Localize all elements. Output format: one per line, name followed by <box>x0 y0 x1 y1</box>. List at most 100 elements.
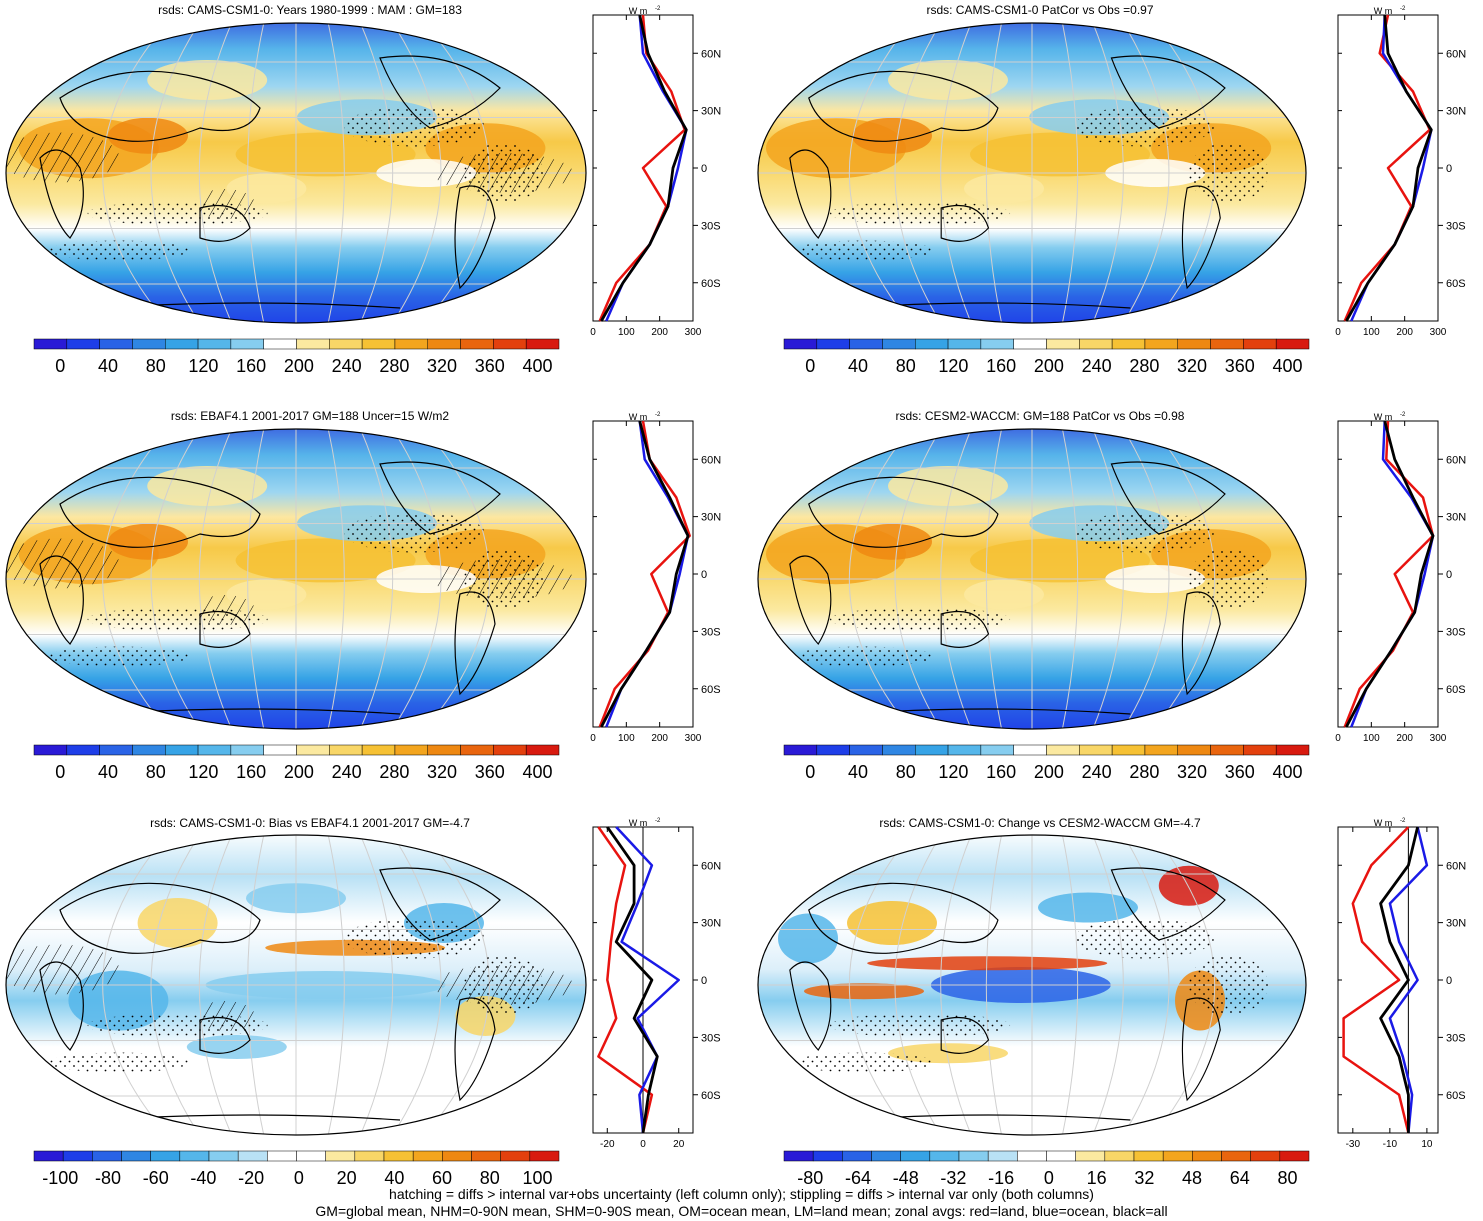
colorbar-swatch <box>132 744 166 756</box>
colorbar-swatch <box>849 744 883 756</box>
colorbar-swatch <box>165 338 199 350</box>
colorbar-swatch <box>197 338 232 350</box>
colorbar-tick-label: 160 <box>986 762 1016 782</box>
colorbar-swatch <box>329 744 363 756</box>
colorbar-swatch <box>361 338 396 350</box>
colorbar-swatch <box>1133 1150 1164 1162</box>
stippling-region <box>48 646 189 667</box>
stippling-region <box>830 201 1010 226</box>
map-panel-5 <box>5 834 587 1136</box>
zonal-units-superscript: -2 <box>1400 412 1406 418</box>
colorbar-swatch <box>980 338 1014 350</box>
zonal-lat-label: 60S <box>1446 684 1466 696</box>
colorbar-swatch <box>1046 1150 1076 1162</box>
colorbar-swatch <box>1046 744 1080 756</box>
zonal-x-tick-label: 0 <box>590 327 596 338</box>
colorbar-swatch <box>263 338 297 350</box>
stippling-region <box>1188 143 1268 203</box>
coastline <box>1181 997 1221 1102</box>
colorbar-tick-label: -100 <box>42 1168 78 1188</box>
stippling-region <box>830 607 1010 632</box>
coastline <box>59 882 261 954</box>
colorbar-swatch <box>230 744 264 756</box>
coastline <box>940 204 990 242</box>
map-panel-3 <box>5 428 587 730</box>
colorbar-swatch <box>263 744 297 756</box>
zonal-x-tick-label: 300 <box>1430 733 1447 744</box>
colorbar-tick-label: 360 <box>475 762 505 782</box>
colorbar-swatch <box>296 338 330 350</box>
colorbar-swatch <box>1079 744 1113 756</box>
colorbar-tick-label: 40 <box>848 762 868 782</box>
zonal-lat-label: 60N <box>701 454 721 466</box>
coastline <box>789 961 832 1051</box>
zonal-x-tick-label: 300 <box>1430 327 1447 338</box>
colorbar-swatch <box>1210 744 1244 756</box>
colorbar-swatch <box>1144 338 1178 350</box>
coastline <box>379 55 501 129</box>
colorbar-tick-label: 400 <box>522 356 552 376</box>
colorbar-tick-label: 280 <box>379 762 409 782</box>
zonal-line-ocean <box>1388 826 1429 1134</box>
colorbar-swatch <box>1046 338 1080 350</box>
stippling-region <box>48 240 189 261</box>
footer-note-hatching: hatching = diffs > internal var+obs unce… <box>389 1186 1094 1202</box>
map-shading-region <box>108 117 188 154</box>
coastline <box>1110 55 1226 129</box>
hatching-region <box>433 559 574 599</box>
coastline <box>39 961 84 1051</box>
colorbar-swatch <box>121 1150 151 1162</box>
colorbar-swatch <box>165 744 199 756</box>
zonal-plot-4: W m -2 60N 30N 0 30S 60S 0 100 200 300 <box>1335 412 1466 744</box>
zonal-x-tick-label: 100 <box>1363 327 1380 338</box>
zonal-x-tick-label: 10 <box>1421 1139 1433 1150</box>
map-shading-region <box>964 579 1044 610</box>
zonal-lat-label: 30N <box>1446 512 1466 524</box>
map-border <box>757 428 1307 730</box>
hatching-region <box>194 189 255 219</box>
colorbar-swatch <box>871 1150 901 1162</box>
colorbar-tick-label: 280 <box>1129 762 1159 782</box>
map-panel-1 <box>5 22 587 324</box>
colorbar-tick-label: 240 <box>332 356 362 376</box>
colorbar-swatch <box>1013 744 1047 756</box>
coastline <box>1181 591 1221 696</box>
colorbar-tick-label: 120 <box>188 356 218 376</box>
colorbar-swatch <box>1144 744 1178 756</box>
colorbar-tick-label: 80 <box>480 1168 500 1188</box>
colorbar-tick-label: 120 <box>188 762 218 782</box>
colorbar-swatch <box>783 744 818 756</box>
colorbar-tick-label: 40 <box>848 356 868 376</box>
colorbar-tick-label: 16 <box>1087 1168 1107 1188</box>
zonal-line-ocean <box>615 826 680 1134</box>
colorbar-swatch <box>816 338 850 350</box>
zonal-plot-5: W m -2 60N 30N 0 30S 60S -20 0 20 <box>592 818 721 1150</box>
hatching-region <box>194 1001 255 1031</box>
colorbar-swatch <box>1243 744 1277 756</box>
zonal-units-superscript: -2 <box>655 6 661 12</box>
zonal-units-label: W m <box>629 818 648 828</box>
hatching-region <box>6 944 120 995</box>
zonal-line-land <box>598 420 691 728</box>
zonal-units-superscript: -2 <box>1400 6 1406 12</box>
colorbar-swatch <box>783 1150 814 1162</box>
zonal-units-label: W m <box>1374 6 1393 16</box>
coastline <box>1110 461 1226 535</box>
colorbar-tick-label: 20 <box>337 1168 357 1188</box>
zonal-line-all <box>1379 826 1419 1133</box>
colorbar-swatch <box>62 1150 93 1162</box>
colorbar-tick-label: 160 <box>236 356 266 376</box>
map-shading-region <box>970 538 1150 583</box>
colorbar-swatch <box>460 338 494 350</box>
colorbar-tick-label: 40 <box>98 356 118 376</box>
stippling-region <box>794 1052 934 1073</box>
colorbar-swatch <box>179 1150 210 1162</box>
colorbar-swatch <box>947 338 982 350</box>
colorbar-tick-label: 80 <box>146 762 166 782</box>
map-border <box>757 834 1307 1136</box>
coastline <box>789 149 832 239</box>
colorbar-swatch <box>958 1150 989 1162</box>
colorbar-tick-label: 360 <box>475 356 505 376</box>
coastline <box>808 476 999 548</box>
colorbar-5: -100 -80 -60 -40 -20 0 20 40 60 80 100 <box>33 1150 560 1188</box>
